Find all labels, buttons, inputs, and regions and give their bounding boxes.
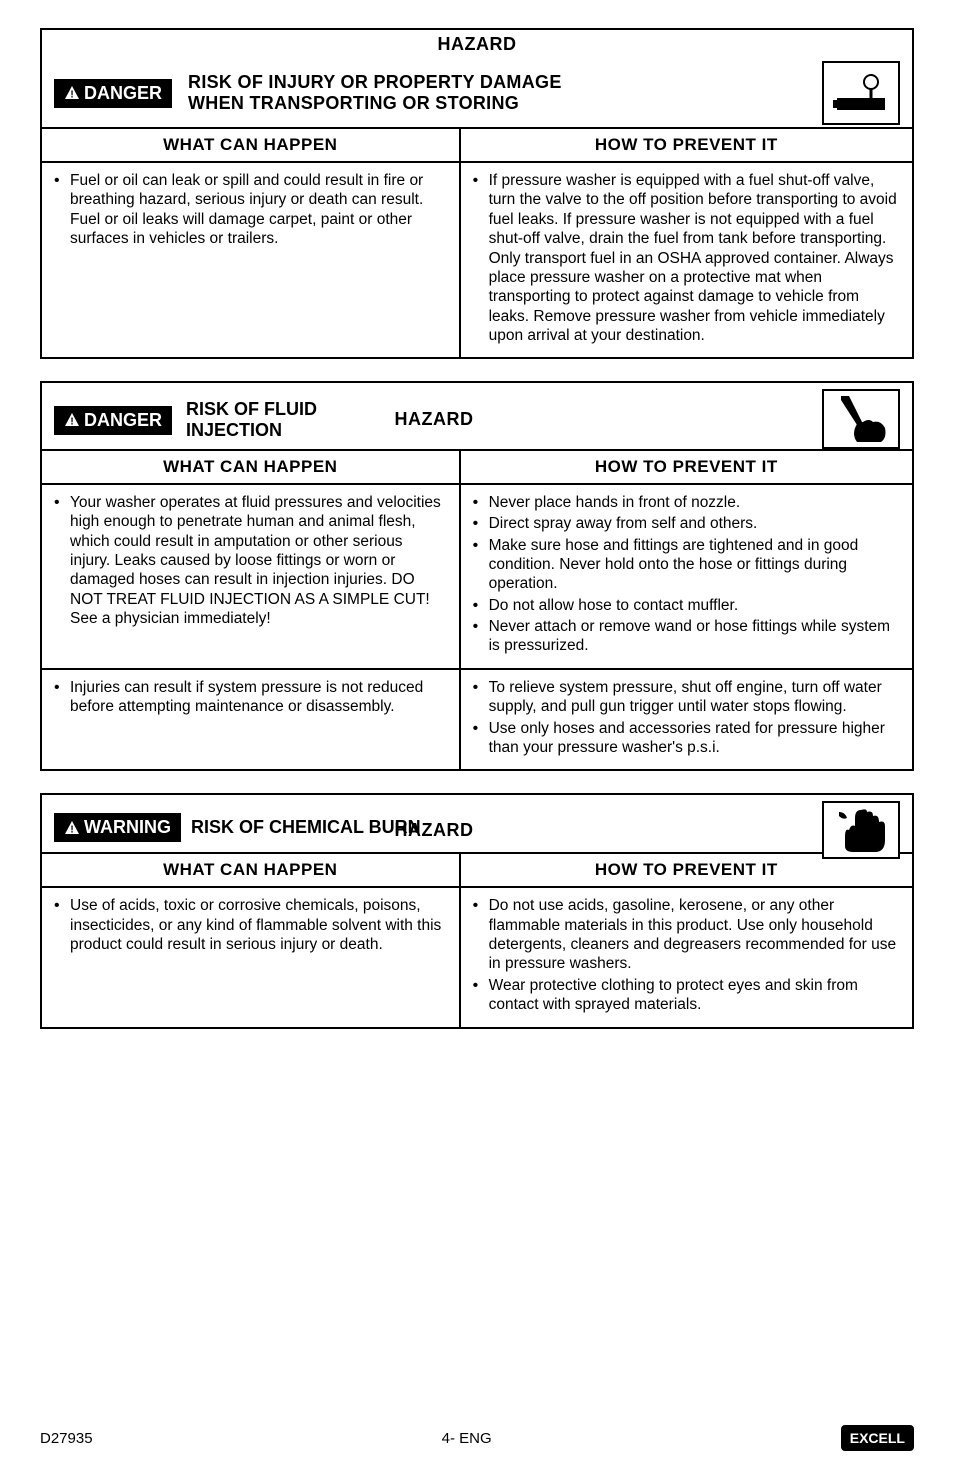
left-bullets: Use of acids, toxic or corrosive chemica… <box>54 896 447 954</box>
hazard-table: WHAT CAN HAPPEN HOW TO PREVENT IT Use of… <box>42 852 912 1026</box>
list-item: If pressure washer is equipped with a fu… <box>473 171 900 345</box>
hazard-title-line2: INJECTION <box>186 420 317 441</box>
list-item: Never place hands in front of nozzle. <box>473 493 900 512</box>
svg-text:!: ! <box>70 90 73 101</box>
injection-hand-icon <box>822 389 900 449</box>
list-item: Use only hoses and accessories rated for… <box>473 719 900 758</box>
col-how-to-prevent: HOW TO PREVENT IT <box>460 128 912 162</box>
warning-triangle-icon: ! <box>64 85 80 101</box>
list-item: Never attach or remove wand or hose fitt… <box>473 617 900 656</box>
svg-text:!: ! <box>70 417 73 428</box>
hazard-title-line1: RISK OF INJURY OR PROPERTY DAMAGE <box>188 72 814 93</box>
footer-page-number: 4- ENG <box>442 1430 492 1447</box>
list-item: Direct spray away from self and others. <box>473 514 900 533</box>
hazard-heading: HAZARD <box>42 30 912 55</box>
warning-label-text: WARNING <box>84 817 171 838</box>
chemical-hand-icon <box>822 801 900 859</box>
hazard-box-chemical-burn: HAZARD ! WARNING RISK OF CHEMICAL BURN W… <box>40 793 914 1028</box>
svg-text:!: ! <box>70 824 73 835</box>
footer-logo: EXCELL <box>841 1425 914 1451</box>
hazard-header-row: ! DANGER RISK OF INJURY OR PROPERTY DAMA… <box>42 55 912 127</box>
hazard-title: RISK OF INJURY OR PROPERTY DAMAGE WHEN T… <box>172 72 814 114</box>
table-row: Injuries can result if system pressure i… <box>42 669 912 770</box>
list-item: Do not allow hose to contact muffler. <box>473 596 900 615</box>
table-row: Use of acids, toxic or corrosive chemica… <box>42 887 912 1026</box>
right-bullets: Do not use acids, gasoline, kerosene, or… <box>473 896 900 1014</box>
col-what-can-happen: WHAT CAN HAPPEN <box>42 853 460 887</box>
danger-label: ! DANGER <box>54 406 172 435</box>
list-item: Your washer operates at fluid pressures … <box>54 493 447 629</box>
left-bullets: Fuel or oil can leak or spill and could … <box>54 171 447 249</box>
right-bullets: If pressure washer is equipped with a fu… <box>473 171 900 345</box>
col-what-can-happen: WHAT CAN HAPPEN <box>42 450 460 484</box>
left-bullets: Your washer operates at fluid pressures … <box>54 493 447 629</box>
list-item: Do not use acids, gasoline, kerosene, or… <box>473 896 900 974</box>
list-item: Make sure hose and fittings are tightene… <box>473 536 900 594</box>
hazard-box-transport: HAZARD ! DANGER RISK OF INJURY OR PROPER… <box>40 28 914 359</box>
col-what-can-happen: WHAT CAN HAPPEN <box>42 128 460 162</box>
left-bullets: Injuries can result if system pressure i… <box>54 678 447 717</box>
list-item: Injuries can result if system pressure i… <box>54 678 447 717</box>
list-item: Use of acids, toxic or corrosive chemica… <box>54 896 447 954</box>
warning-triangle-icon: ! <box>64 412 80 428</box>
list-item: Fuel or oil can leak or spill and could … <box>54 171 447 249</box>
warning-label: ! WARNING <box>54 813 181 842</box>
danger-label-text: DANGER <box>84 83 162 104</box>
hazard-title: RISK OF FLUID INJECTION <box>186 399 317 440</box>
right-bullets: To relieve system pressure, shut off eng… <box>473 678 900 758</box>
list-item: Wear protective clothing to protect eyes… <box>473 976 900 1015</box>
page-container: HAZARD ! DANGER RISK OF INJURY OR PROPER… <box>0 0 954 1475</box>
hazard-title-line1: RISK OF FLUID <box>186 399 317 420</box>
right-bullets: Never place hands in front of nozzle. Di… <box>473 493 900 656</box>
footer-doc-id: D27935 <box>40 1430 93 1447</box>
danger-label-text: DANGER <box>84 410 162 431</box>
warning-triangle-icon: ! <box>64 820 80 836</box>
danger-label: ! DANGER <box>54 79 172 108</box>
page-footer: D27935 4- ENG EXCELL <box>40 1425 914 1451</box>
hazard-table: WHAT CAN HAPPEN HOW TO PREVENT IT Fuel o… <box>42 127 912 357</box>
hazard-table: WHAT CAN HAPPEN HOW TO PREVENT IT Your w… <box>42 449 912 770</box>
table-row: Fuel or oil can leak or spill and could … <box>42 162 912 357</box>
tow-hitch-icon <box>822 61 900 125</box>
hazard-title-line2: WHEN TRANSPORTING OR STORING <box>188 93 814 114</box>
list-item: To relieve system pressure, shut off eng… <box>473 678 900 717</box>
hazard-title: RISK OF CHEMICAL BURN <box>191 817 421 838</box>
hazard-box-fluid-injection: HAZARD ! DANGER RISK OF FLUID INJECTION <box>40 381 914 771</box>
col-how-to-prevent: HOW TO PREVENT IT <box>460 450 912 484</box>
table-row: Your washer operates at fluid pressures … <box>42 484 912 669</box>
